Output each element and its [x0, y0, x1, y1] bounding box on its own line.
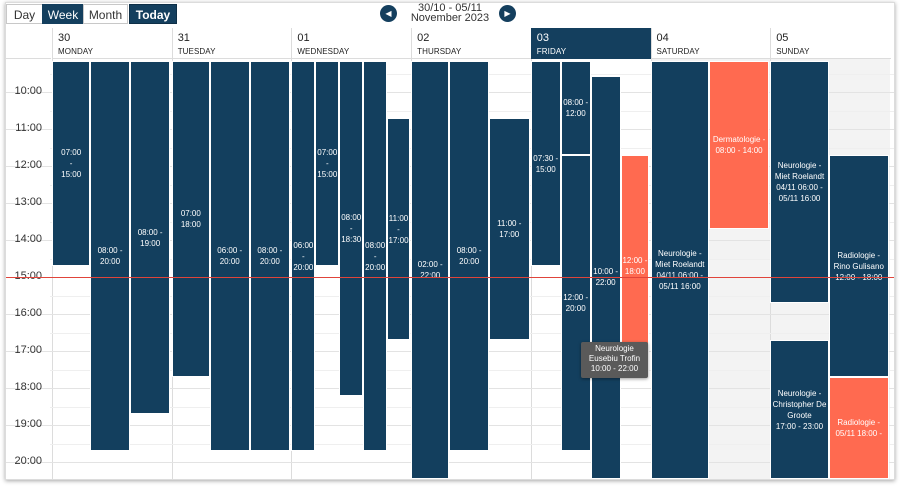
current-time-line: [6, 277, 894, 279]
month-view-button[interactable]: Month: [83, 4, 128, 24]
event-block[interactable]: 08:00 - 20:00: [249, 60, 291, 452]
day-number: 31: [177, 32, 190, 44]
day-header-friday[interactable]: 03 FRIDAY: [530, 28, 652, 59]
event-block[interactable]: 11:00 - 17:00: [488, 118, 530, 341]
event-block[interactable]: 07:30 - 15:00: [530, 60, 561, 267]
day-header-saturday[interactable]: 04 SATURDAY: [650, 28, 772, 59]
day-number: 05: [776, 32, 789, 44]
event-block[interactable]: 07:00 18:00: [171, 60, 210, 378]
day-number: 02: [417, 32, 430, 44]
event-block[interactable]: 10:00 - 22:00: [590, 75, 621, 479]
event-block[interactable]: Neurologie - Miet Roelandt 04/11 06:00 -…: [650, 60, 710, 479]
event-block[interactable]: 08:00 - 20:00: [363, 60, 388, 452]
hour-label: 12:00: [14, 159, 42, 172]
event-block[interactable]: 08:00 - 12:00: [560, 60, 591, 156]
event-block[interactable]: 11:00 - 17:00: [387, 118, 410, 341]
calendar-body: 10:00 11:00 12:00 13:00 14:00 15:00 16:00 17:00…: [6, 59, 894, 479]
hour-label: 20:00: [14, 455, 42, 468]
chevron-left-icon[interactable]: ◀: [380, 5, 397, 22]
day-name: MONDAY: [58, 47, 94, 56]
event-block[interactable]: Neurologie - Christopher De Groote 17:00…: [770, 340, 829, 479]
day-header-monday[interactable]: 30 MONDAY: [52, 28, 173, 59]
event-block[interactable]: Radiologie - Rino Gulisano 12:00 - 18:00: [828, 155, 889, 378]
day-name: SATURDAY: [656, 47, 700, 56]
day-number: 04: [656, 32, 669, 44]
day-header-wednesday[interactable]: 01 WEDNESDAY: [291, 28, 413, 59]
day-number: 01: [297, 32, 310, 44]
event-block[interactable]: 06:00 - 20:00: [210, 60, 250, 452]
time-gutter-header: [6, 28, 51, 59]
event-block[interactable]: 12:00 - 18:00: [620, 155, 650, 378]
week-view-button[interactable]: Week: [42, 4, 84, 24]
event-block[interactable]: 07:00 - 15:00: [52, 60, 91, 267]
event-block[interactable]: 12:00 - 20:00: [560, 155, 591, 452]
hour-label: 16:00: [14, 307, 42, 320]
day-column[interactable]: [530, 59, 651, 479]
day-number: 03: [536, 32, 550, 44]
chevron-right-icon[interactable]: ▶: [499, 5, 516, 22]
day-view-button[interactable]: Day: [6, 4, 43, 24]
day-column[interactable]: [52, 59, 172, 479]
day-name: TUESDAY: [177, 47, 216, 56]
toolbar: Day Week Month Today ◀ ▶ 30/10 - 05/11 N…: [6, 3, 894, 29]
hour-label: 17:00: [14, 344, 42, 357]
hour-label: 15:00: [14, 270, 42, 283]
day-name: FRIDAY: [536, 47, 567, 56]
hour-label: 11:00: [15, 122, 42, 135]
event-block[interactable]: 08:00 - 19:00: [129, 60, 171, 415]
day-name: WEDNESDAY: [297, 47, 350, 56]
day-name: THURSDAY: [417, 47, 462, 56]
event-block[interactable]: 08:00 - 18:30: [339, 60, 364, 396]
event-tooltip: Neurologie Eusebiu Trofin 10:00 - 22:00: [581, 342, 648, 378]
event-block[interactable]: 08:00 - 20:00: [90, 60, 130, 452]
event-block[interactable]: 07:00 - 15:00: [315, 60, 340, 267]
today-button[interactable]: Today: [129, 4, 177, 24]
hour-gridline: [6, 462, 894, 464]
day-name: SUNDAY: [776, 47, 810, 56]
event-block[interactable]: 08:00 - 20:00: [449, 60, 489, 452]
event-block[interactable]: Radiologie - 05/11 18:00 -: [828, 377, 889, 479]
hour-label: 10:00: [14, 85, 42, 98]
calendar-frame: Day Week Month Today ◀ ▶ 30/10 - 05/11 N…: [5, 2, 895, 480]
hour-label: 13:00: [14, 196, 42, 209]
hour-label: 19:00: [14, 418, 42, 431]
hour-label: 14:00: [14, 233, 42, 246]
hour-label: 18:00: [14, 381, 42, 394]
day-header-thursday[interactable]: 02 THURSDAY: [411, 28, 532, 59]
day-header-tuesday[interactable]: 31 TUESDAY: [171, 28, 293, 59]
event-block[interactable]: Dermatologie - 08:00 - 14:00: [709, 60, 769, 230]
event-block[interactable]: 02:00 - 22:00: [411, 60, 450, 479]
day-number: 30: [58, 32, 71, 44]
day-header-sunday[interactable]: 05 SUNDAY: [770, 28, 891, 59]
event-block[interactable]: 06:00 - 20:00: [291, 60, 316, 452]
event-block[interactable]: Neurologie - Miet Roelandt 04/11 06:00 -…: [770, 60, 829, 304]
